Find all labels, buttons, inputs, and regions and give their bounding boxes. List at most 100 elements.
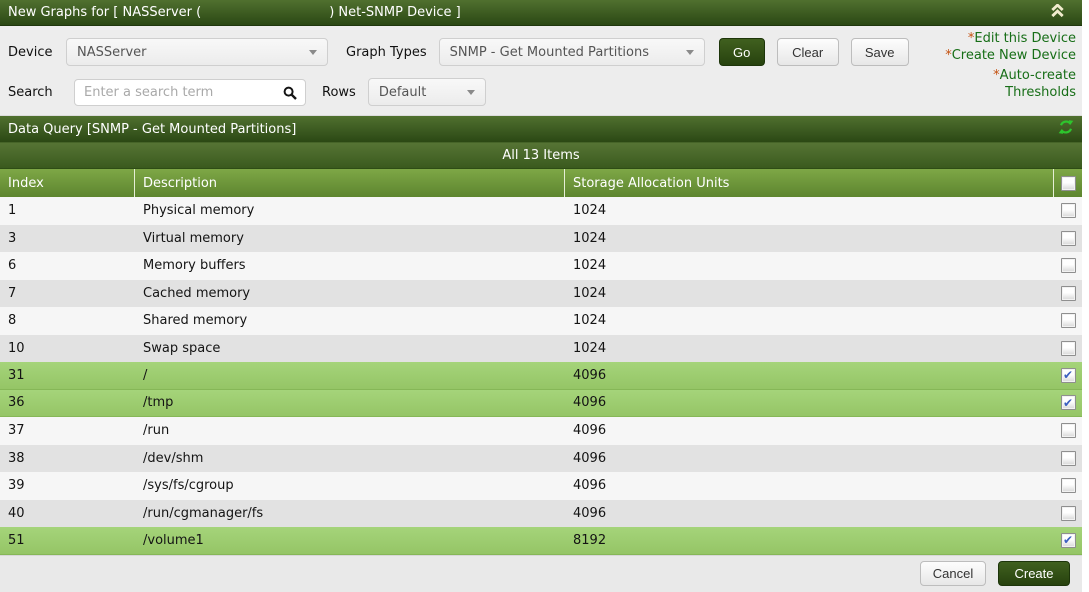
page-title-suffix: ) Net-SNMP Device ] — [329, 5, 461, 20]
title-bar: New Graphs for [ NASServer () Net-SNMP D… — [0, 0, 1082, 26]
link-line: Thresholds — [945, 84, 1076, 101]
cell-index: 8 — [8, 313, 17, 329]
row-checkbox[interactable] — [1060, 450, 1076, 466]
column-header-index[interactable]: Index — [0, 169, 135, 197]
data-query-bar: Data Query [SNMP - Get Mounted Partition… — [0, 116, 1082, 143]
search-input[interactable] — [75, 84, 273, 100]
cell-index: 51 — [8, 532, 25, 548]
table-row[interactable]: 51/volume1 8192 ✔ — [0, 527, 1082, 555]
cell-storage-allocation-units: 1024 — [573, 340, 607, 356]
select-all-checkbox[interactable] — [1060, 175, 1076, 191]
cell-description: /tmp — [143, 395, 174, 411]
cell-checkbox — [1054, 197, 1082, 225]
items-count-text: All 13 Items — [502, 148, 580, 163]
device-action-links: *Edit this Device *Create New Device *Au… — [945, 30, 1076, 101]
search-icon[interactable] — [283, 86, 297, 104]
row-checkbox[interactable] — [1060, 340, 1076, 356]
row-checkbox[interactable] — [1060, 203, 1076, 219]
go-button[interactable]: Go — [718, 38, 765, 66]
cell-storage-allocation-units: 4096 — [573, 450, 607, 466]
chevron-down-icon — [309, 49, 317, 55]
cell-checkbox: ✔ — [1054, 362, 1082, 389]
row-checkbox[interactable] — [1060, 230, 1076, 246]
rows-label: Rows — [322, 84, 356, 100]
cell-checkbox — [1054, 252, 1082, 280]
rows-select-value: Default — [378, 84, 427, 100]
rows-select[interactable]: Default — [367, 78, 486, 106]
double-chevron-up-icon — [1051, 2, 1064, 22]
row-checkbox[interactable] — [1060, 313, 1076, 329]
cell-checkbox — [1054, 225, 1082, 253]
reload-query-button[interactable] — [1058, 119, 1074, 139]
cell-checkbox — [1054, 307, 1082, 335]
auto-create-thresholds-link-line2[interactable]: Thresholds — [1005, 85, 1076, 100]
cell-checkbox: ✔ — [1054, 390, 1082, 417]
cell-description: Cached memory — [143, 285, 251, 301]
graph-types-label: Graph Types — [346, 44, 427, 60]
cell-description: /volume1 — [143, 532, 204, 548]
table-row[interactable]: 31 / 4096 ✔ — [0, 362, 1082, 390]
cancel-button[interactable]: Cancel — [920, 561, 986, 587]
cell-checkbox — [1054, 500, 1082, 528]
cell-storage-allocation-units: 1024 — [573, 203, 607, 219]
table-row[interactable]: 1 Physical memory 1024 — [0, 197, 1082, 225]
table-row[interactable]: 39/sys/fs/cgroup 4096 — [0, 472, 1082, 500]
row-checkbox[interactable] — [1060, 478, 1076, 494]
save-button[interactable]: Save — [850, 38, 909, 66]
row-checkbox[interactable] — [1060, 285, 1076, 301]
cell-index: 7 — [8, 285, 17, 301]
row-checkbox[interactable] — [1060, 505, 1076, 521]
cell-description: Memory buffers — [143, 258, 246, 274]
table-row[interactable]: 38/dev/shm 4096 — [0, 444, 1082, 473]
table-row[interactable]: 8 Shared memory 1024 — [0, 307, 1082, 335]
row-checkbox[interactable] — [1060, 258, 1076, 274]
create-button[interactable]: Create — [998, 561, 1070, 587]
cell-checkbox: ✔ — [1054, 527, 1082, 554]
cell-storage-allocation-units: 4096 — [573, 505, 607, 521]
footer-actions: Cancel Create — [0, 554, 1082, 592]
auto-create-thresholds-link-line1[interactable]: Auto-create — [999, 68, 1076, 83]
cell-checkbox — [1054, 280, 1082, 308]
page-title: New Graphs for [ NASServer () Net-SNMP D… — [8, 5, 461, 20]
cell-description: /run/cgmanager/fs — [143, 505, 264, 521]
link-line: *Auto-create — [945, 67, 1076, 84]
column-header-storage-allocation-units[interactable]: Storage Allocation Units — [565, 169, 1054, 197]
chevron-down-icon — [466, 89, 475, 95]
graph-filter-toolbar: Device NASServer Graph Types SNMP - Get … — [0, 26, 1082, 116]
collapse-section-button[interactable] — [1051, 2, 1064, 22]
search-label: Search — [8, 84, 53, 100]
cell-description: Swap space — [143, 340, 221, 356]
table-row[interactable]: 40/run/cgmanager/fs 4096 — [0, 499, 1082, 528]
cell-index: 31 — [8, 367, 25, 383]
table-row[interactable]: 36/tmp 4096 ✔ — [0, 389, 1082, 417]
device-select[interactable]: NASServer — [66, 38, 328, 66]
row-checkbox[interactable] — [1060, 423, 1076, 439]
table-row[interactable]: 37/run 4096 — [0, 417, 1082, 445]
create-new-device-link[interactable]: Create New Device — [951, 48, 1076, 63]
required-star: * — [993, 68, 1000, 83]
cell-checkbox — [1054, 445, 1082, 473]
column-header-description[interactable]: Description — [135, 169, 565, 197]
cell-description: /sys/fs/cgroup — [143, 478, 234, 494]
cell-index: 39 — [8, 478, 25, 494]
row-checkbox[interactable]: ✔ — [1060, 367, 1076, 383]
clear-button[interactable]: Clear — [776, 38, 839, 66]
row-checkbox[interactable]: ✔ — [1060, 532, 1076, 548]
table-row[interactable]: 10 Swap space 1024 — [0, 334, 1082, 363]
row-checkbox[interactable]: ✔ — [1060, 395, 1076, 411]
cell-storage-allocation-units: 8192 — [573, 532, 607, 548]
cell-storage-allocation-units: 1024 — [573, 230, 607, 246]
cell-checkbox — [1054, 335, 1082, 363]
cell-storage-allocation-units: 4096 — [573, 367, 607, 383]
table-row[interactable]: 7 Cached memory 1024 — [0, 279, 1082, 308]
cell-description: Shared memory — [143, 313, 248, 329]
table-row[interactable]: 6 Memory buffers 1024 — [0, 252, 1082, 280]
edit-this-device-link[interactable]: Edit this Device — [974, 31, 1076, 46]
cell-storage-allocation-units: 4096 — [573, 478, 607, 494]
cell-index: 37 — [8, 423, 25, 439]
cell-storage-allocation-units: 4096 — [573, 423, 607, 439]
required-star: * — [945, 48, 952, 63]
table-row[interactable]: 3 Virtual memory 1024 — [0, 224, 1082, 253]
graph-types-select[interactable]: SNMP - Get Mounted Partitions — [438, 38, 705, 66]
cell-index: 1 — [8, 203, 17, 219]
